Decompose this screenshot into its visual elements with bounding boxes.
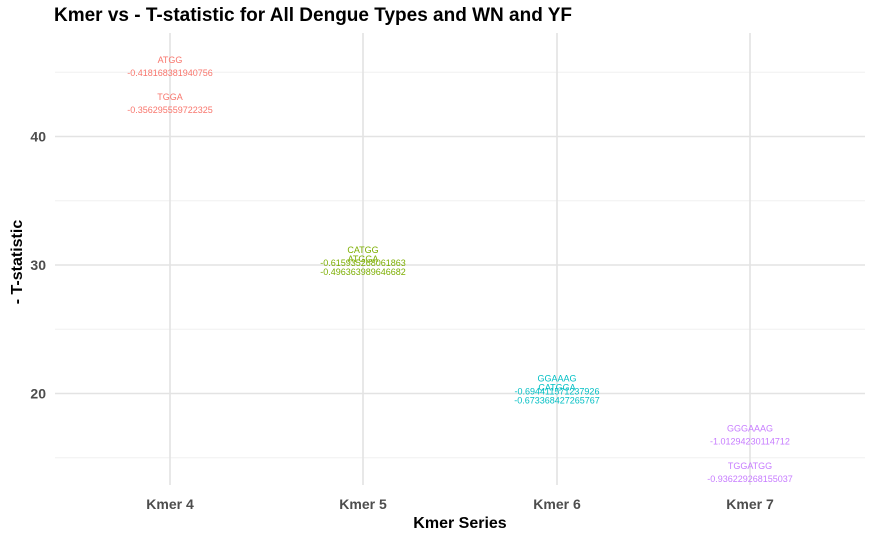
y-axis-title: - T-statistic (9, 220, 26, 305)
point-value-label: -0.936229268155037 (707, 474, 793, 484)
x-tick-label: Kmer 7 (726, 496, 774, 512)
point-kmer-label: GGGAAAG (727, 424, 773, 434)
x-tick-label: Kmer 4 (146, 496, 194, 512)
x-tick-label: Kmer 6 (533, 496, 581, 512)
x-axis-title: Kmer Series (413, 515, 506, 532)
point-value-label: -0.418168381940756 (127, 68, 213, 78)
data-point: CATGGA -0.673368427265767 (514, 383, 600, 406)
point-value-label: -0.615935268061863 (320, 258, 406, 268)
grid-lines (55, 33, 865, 485)
point-kmer-label: CATGGA (538, 383, 575, 393)
point-kmer-label: GGAAAG (537, 374, 576, 384)
data-point: CATGG -0.615935268061863 (320, 245, 406, 268)
point-kmer-label: ATGG (158, 55, 183, 65)
chart-title: Kmer vs - T-statistic for All Dengue Typ… (54, 5, 573, 26)
y-tick-label: 40 (30, 129, 46, 145)
x-tick-label: Kmer 5 (339, 496, 387, 512)
y-axis-ticks: 20 30 40 (30, 129, 46, 402)
point-kmer-label: CATGG (347, 245, 378, 255)
x-axis-ticks: Kmer 4 Kmer 5 Kmer 6 Kmer 7 (146, 496, 774, 512)
data-point: ATGG -0.418168381940756 (127, 55, 213, 78)
point-labels: ATGG -0.418168381940756 TGGA -0.35629555972… (127, 55, 793, 484)
data-point: ATGGA -0.496363989646682 (320, 254, 406, 277)
data-point: TGGA -0.356295559722325 (127, 92, 213, 115)
point-value-label: -0.496363989646682 (320, 267, 406, 277)
y-tick-label: 30 (30, 257, 46, 273)
point-value-label: -0.673368427265767 (514, 396, 600, 406)
data-point: GGAAAG -0.694411571237926 (515, 374, 600, 397)
y-tick-label: 20 (30, 386, 46, 402)
point-kmer-label: TGGA (157, 92, 183, 102)
point-value-label: -0.694411571237926 (515, 387, 600, 397)
point-kmer-label: TGGATGG (728, 461, 772, 471)
point-value-label: -0.356295559722325 (127, 105, 213, 115)
data-point: TGGATGG -0.936229268155037 (707, 461, 793, 484)
point-value-label: -1.01294230114712 (710, 437, 790, 447)
data-point: GGGAAAG -1.01294230114712 (710, 424, 790, 447)
point-kmer-label: ATGGA (348, 254, 379, 264)
